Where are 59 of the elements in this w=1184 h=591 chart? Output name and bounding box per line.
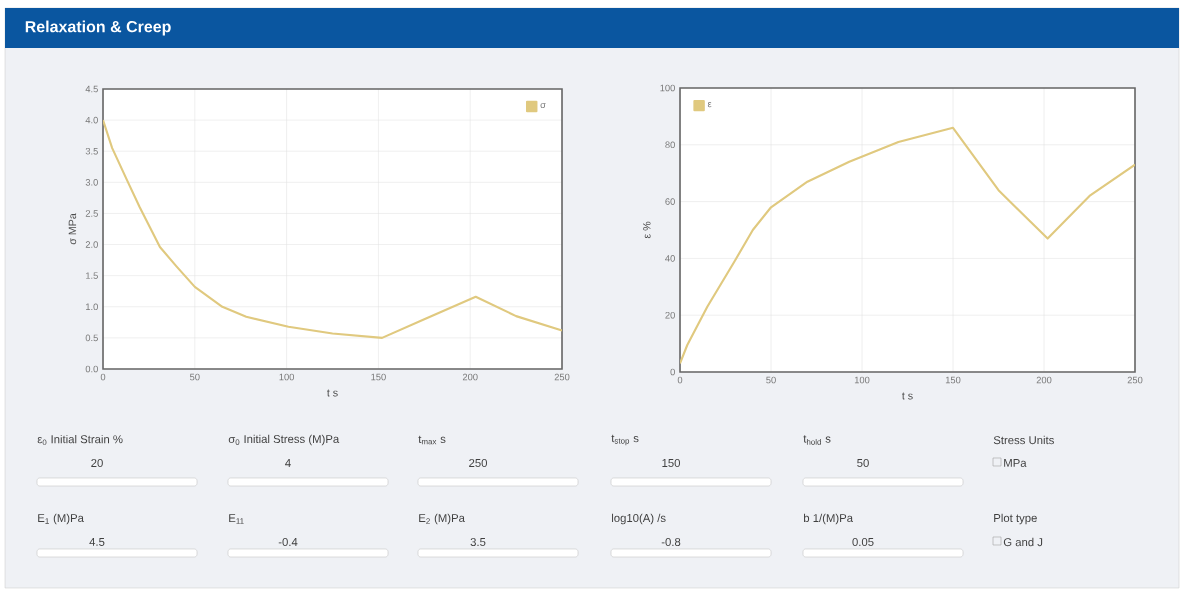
x-tick-label: 250 [554, 373, 570, 381]
x-tick-label: 100 [279, 373, 295, 381]
text: t$_{stop}$ s [611, 434, 639, 446]
text: b 1/(M)Pa [804, 513, 854, 525]
x-tick-label: 150 [371, 373, 386, 381]
x-tick-label: 100 [854, 376, 870, 384]
y-tick-label: 0.5 [85, 334, 98, 342]
y-tick-label: 2.0 [85, 241, 98, 248]
text: 50 [857, 458, 869, 467]
text: MPa [1004, 459, 1027, 467]
text: ε$_{0}$ Initial Strain % [37, 434, 123, 446]
y-tick-label: 1.0 [86, 303, 98, 311]
text: t$_{max}$ s [418, 435, 446, 445]
y-axis-title: ε % [643, 221, 651, 239]
x-tick-label: 50 [190, 373, 200, 381]
text: Plot type [994, 513, 1037, 525]
text: Stress Units [993, 435, 1054, 445]
y-tick-label: 100 [660, 84, 675, 92]
y-tick-label: 0 [670, 368, 675, 376]
y-tick-label: 60 [665, 198, 675, 205]
y-tick-label: 40 [665, 255, 675, 262]
y-tick-label: 3.5 [85, 147, 98, 155]
x-tick-label: 0 [677, 376, 683, 384]
chart-title: Relaxation & Creep [25, 20, 171, 36]
legend-label: ε [707, 102, 712, 108]
text: 250 [469, 458, 488, 467]
text: 4 [285, 459, 291, 467]
x-axis-title: t s [902, 392, 913, 400]
text: log10(A) /s [612, 513, 666, 525]
y-tick-label: 20 [665, 311, 675, 319]
text: E$_{1}$ (M)Pa [38, 513, 84, 525]
x-tick-label: 50 [766, 376, 776, 384]
text: 0.05 [852, 537, 874, 546]
text: G and J [1003, 537, 1043, 547]
text: -0.8 [661, 537, 681, 546]
text: 3.5 [470, 537, 486, 546]
legend-label: σ [540, 102, 546, 109]
y-tick-label: 1.5 [86, 272, 98, 279]
line-series [103, 119, 563, 339]
text: σ$_{0}$ Initial Stress (M)Pa [228, 434, 340, 446]
y-tick-label: 3.0 [85, 179, 98, 186]
y-tick-label: 0.0 [85, 365, 98, 373]
y-tick-label: 2.5 [85, 210, 98, 217]
text: E$_{11}$ [229, 514, 244, 524]
text: 150 [662, 458, 681, 467]
text: E$_{2}$ (M)Pa [419, 513, 465, 525]
x-tick-label: 200 [1036, 376, 1052, 384]
x-tick-label: 200 [462, 373, 478, 381]
x-axis-title: t s [327, 389, 338, 397]
text: t$_{hold}$ s [803, 435, 831, 445]
x-tick-label: 0 [100, 373, 106, 381]
y-tick-label: 80 [665, 141, 675, 149]
text: -0.4 [278, 537, 298, 546]
y-tick-label: 4.0 [85, 116, 98, 124]
x-tick-label: 150 [945, 376, 961, 384]
line-series [680, 126, 1135, 365]
y-tick-label: 4.5 [85, 85, 98, 93]
y-axis-title: σ MPa [68, 213, 77, 245]
x-tick-label: 250 [1127, 376, 1143, 384]
